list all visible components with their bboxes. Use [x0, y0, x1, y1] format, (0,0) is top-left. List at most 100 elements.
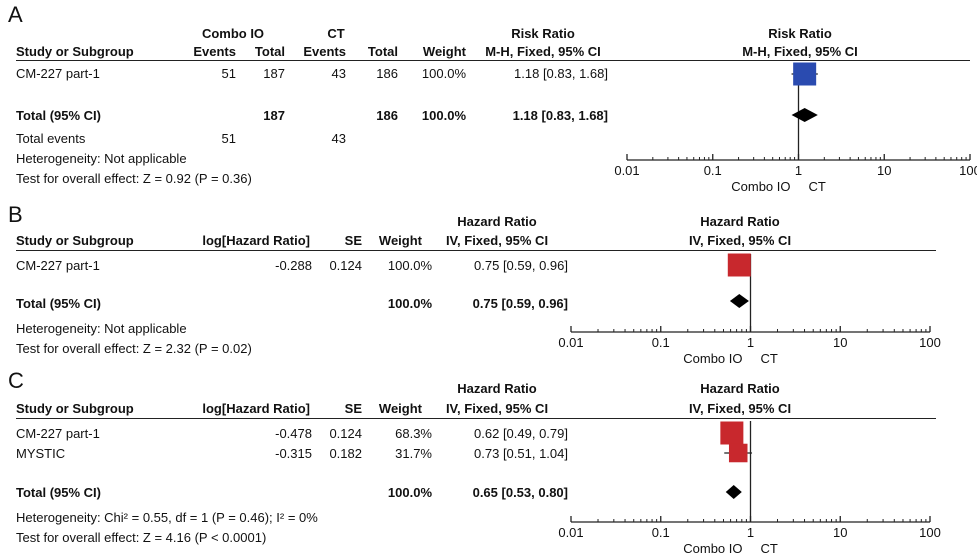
x-tick-label: 0.1: [652, 525, 670, 540]
study-name: CM-227 part-1: [16, 66, 100, 81]
x-tick-label: 1: [747, 335, 754, 350]
overall-effect-text: Test for overall effect: Z = 0.92 (P = 0…: [16, 171, 252, 186]
x-tick-label: 0.1: [704, 163, 722, 178]
header-rule: [16, 60, 970, 61]
x-tick-label: 100: [959, 163, 977, 178]
forest-plot-c: 0.01 0.1 1 10 100 Combo IO CT: [558, 421, 941, 556]
x-tick-label: 1: [747, 525, 754, 540]
study-name: MYSTIC: [16, 446, 66, 461]
total2-header: Total: [367, 44, 398, 59]
favours-left-label: Combo IO: [683, 351, 742, 366]
favours-left-label: Combo IO: [731, 179, 790, 194]
effect-header-bottom: IV, Fixed, 95% CI: [445, 233, 549, 248]
se-header: SE: [344, 401, 362, 416]
favours-right-label: CT: [761, 541, 778, 556]
panel-letter: A: [8, 2, 23, 27]
effect-header-top: Hazard Ratio: [457, 381, 537, 396]
heterogeneity-text: Heterogeneity: Not applicable: [16, 321, 187, 336]
header-rule: [16, 250, 936, 251]
effect-header-bottom: IV, Fixed, 95% CI: [445, 401, 549, 416]
total-events1: 51: [221, 131, 236, 146]
plot-header-bottom: IV, Fixed, 95% CI: [688, 233, 792, 248]
x-tick-label: 0.1: [652, 335, 670, 350]
x-tick-label: 10: [833, 335, 847, 350]
plot-header-bottom: IV, Fixed, 95% CI: [688, 401, 792, 416]
se-value: 0.124: [329, 258, 362, 273]
total-weight: 100.0%: [421, 108, 466, 123]
header-rule: [16, 418, 936, 419]
pooled-diamond: [729, 294, 749, 308]
total-label: Total (95% CI): [16, 296, 101, 311]
plot-header-top: Risk Ratio: [768, 26, 832, 41]
pooled-diamond: [725, 485, 742, 499]
ci-value: 1.18 [0.83, 1.68]: [514, 66, 608, 81]
total-ci: 0.75 [0.59, 0.96]: [472, 296, 568, 311]
events2-value: 43: [331, 66, 346, 81]
se-header: SE: [344, 233, 362, 248]
total2-value: 186: [376, 108, 398, 123]
favours-left-label: Combo IO: [683, 541, 742, 556]
study-square: [720, 421, 744, 445]
study-square: [728, 443, 748, 463]
total-events-label: Total events: [16, 131, 86, 146]
group-header-ct: CT: [327, 26, 345, 41]
total-label: Total (95% CI): [16, 485, 101, 500]
study-column-header: Study or Subgroup: [16, 401, 134, 416]
x-tick-label: 10: [877, 163, 891, 178]
plot-header-top: Hazard Ratio: [700, 214, 780, 229]
x-tick-label: 0.01: [558, 525, 583, 540]
loghr-value: -0.478: [275, 426, 312, 441]
weight-header: Weight: [378, 233, 422, 248]
effect-header-top: Hazard Ratio: [457, 214, 537, 229]
weight-header: Weight: [422, 44, 466, 59]
study-name: CM-227 part-1: [16, 426, 100, 441]
total2-value: 186: [376, 66, 398, 81]
total1-value: 187: [263, 66, 285, 81]
x-tick-label: 100: [919, 335, 941, 350]
ci-value: 0.75 [0.59, 0.96]: [474, 258, 568, 273]
study-square: [793, 62, 817, 86]
events1-value: 51: [221, 66, 236, 81]
total-weight: 100.0%: [387, 296, 432, 311]
study-name: CM-227 part-1: [16, 258, 100, 273]
x-tick-label: 10: [833, 525, 847, 540]
ci-value: 0.73 [0.51, 1.04]: [474, 446, 568, 461]
se-value: 0.124: [329, 426, 362, 441]
effect-header-bottom: M-H, Fixed, 95% CI: [485, 44, 601, 59]
loghr-header: log[Hazard Ratio]: [202, 401, 310, 416]
events2-header: Events: [303, 44, 346, 59]
loghr-header: log[Hazard Ratio]: [202, 233, 310, 248]
x-tick-label: 0.01: [614, 163, 639, 178]
study-column-header: Study or Subgroup: [16, 44, 134, 59]
overall-effect-text: Test for overall effect: Z = 2.32 (P = 0…: [16, 341, 252, 356]
total-weight: 100.0%: [387, 485, 432, 500]
heterogeneity-text: Heterogeneity: Chi² = 0.55, df = 1 (P = …: [16, 510, 318, 525]
total1-value: 187: [263, 108, 285, 123]
loghr-value: -0.315: [275, 446, 312, 461]
ci-value: 0.62 [0.49, 0.79]: [474, 426, 568, 441]
panel-letter: C: [8, 368, 24, 393]
forest-plot-a: 0.01 0.1 1 10 100 Combo IO CT: [614, 62, 977, 194]
weight-value: 68.3%: [395, 426, 432, 441]
pooled-diamond: [791, 108, 818, 122]
se-value: 0.182: [329, 446, 362, 461]
x-tick-label: 1: [795, 163, 802, 178]
x-tick-label: 100: [919, 525, 941, 540]
plot-header-bottom: M-H, Fixed, 95% CI: [742, 44, 858, 59]
plot-header-top: Hazard Ratio: [700, 381, 780, 396]
heterogeneity-text: Heterogeneity: Not applicable: [16, 151, 187, 166]
study-square: [727, 253, 751, 277]
effect-header-top: Risk Ratio: [511, 26, 575, 41]
favours-right-label: CT: [761, 351, 778, 366]
weight-header: Weight: [378, 401, 422, 416]
total1-header: Total: [254, 44, 285, 59]
total-ci: 1.18 [0.83, 1.68]: [512, 108, 608, 123]
weight-value: 31.7%: [395, 446, 432, 461]
overall-effect-text: Test for overall effect: Z = 4.16 (P < 0…: [16, 530, 267, 545]
panel-letter: B: [8, 202, 23, 227]
weight-value: 100.0%: [387, 258, 432, 273]
group-header-combo: Combo IO: [201, 26, 265, 41]
favours-right-label: CT: [809, 179, 826, 194]
total-ci: 0.65 [0.53, 0.80]: [472, 485, 568, 500]
total-label: Total (95% CI): [16, 108, 101, 123]
